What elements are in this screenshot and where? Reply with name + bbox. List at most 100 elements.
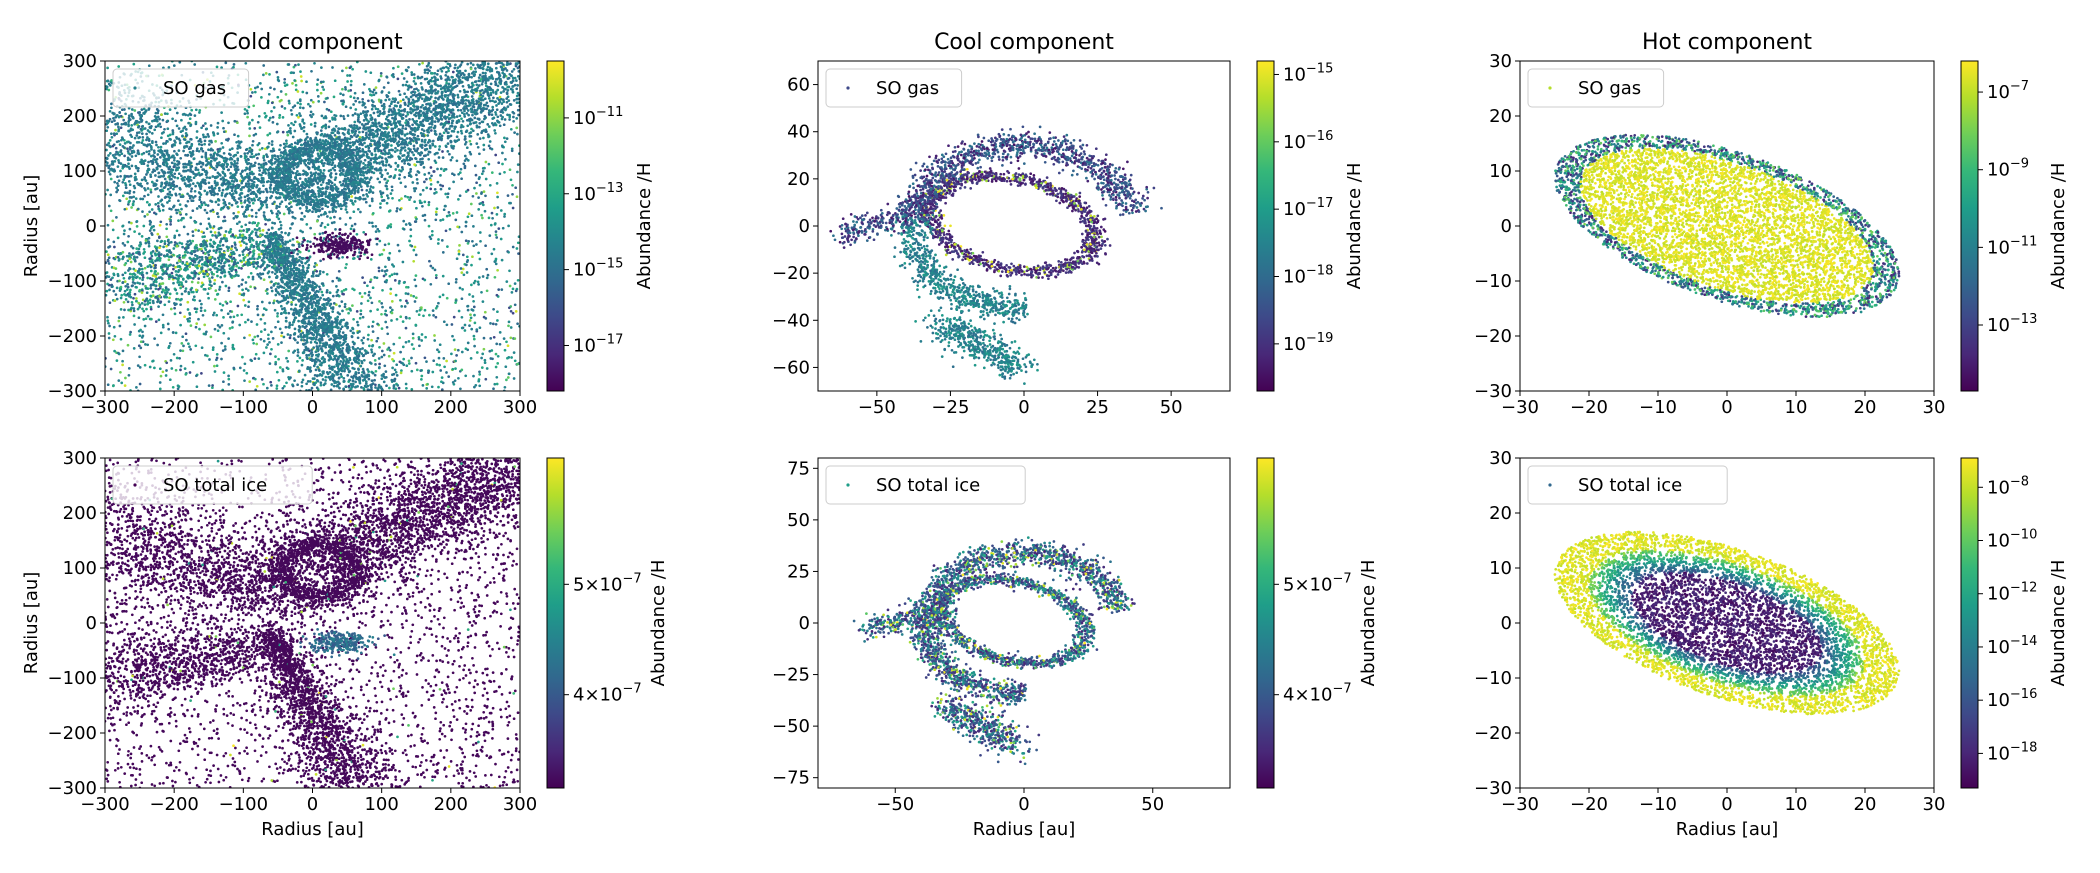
data-point — [418, 62, 421, 66]
data-point — [391, 148, 394, 152]
data-point — [414, 111, 418, 115]
data-point — [478, 103, 482, 107]
data-point — [490, 67, 494, 71]
data-point — [385, 94, 389, 97]
data-point — [178, 141, 182, 145]
data-point — [489, 93, 493, 97]
data-point — [167, 327, 171, 331]
data-point — [262, 64, 266, 67]
data-point — [417, 313, 421, 317]
data-point — [462, 88, 466, 92]
data-point — [502, 100, 506, 104]
data-point — [358, 130, 361, 134]
data-point — [499, 110, 503, 114]
data-point — [448, 98, 452, 102]
data-point — [417, 116, 421, 120]
data-point — [505, 92, 509, 96]
data-point — [466, 242, 470, 245]
data-point — [146, 343, 150, 347]
data-point — [418, 308, 422, 312]
data-point — [319, 383, 323, 387]
data-point — [508, 118, 511, 121]
data-point — [274, 325, 277, 329]
data-point — [220, 324, 224, 327]
data-point — [432, 170, 436, 173]
data-point — [113, 334, 117, 338]
data-point — [453, 66, 457, 70]
data-point — [344, 223, 348, 226]
data-point — [196, 168, 200, 172]
data-point — [467, 83, 470, 87]
data-point — [445, 296, 449, 300]
data-point — [471, 255, 474, 259]
data-point — [502, 90, 505, 93]
data-point — [299, 114, 302, 118]
data-point — [296, 101, 300, 105]
data-point — [195, 322, 199, 325]
data-point — [502, 337, 506, 340]
data-point — [372, 139, 376, 143]
data-point — [503, 215, 506, 218]
data-point — [390, 308, 394, 312]
data-point — [132, 296, 135, 300]
data-point — [446, 195, 450, 199]
data-point — [188, 117, 192, 121]
data-point — [141, 139, 145, 142]
data-point — [391, 357, 394, 361]
data-point — [506, 105, 510, 108]
data-point — [517, 252, 520, 255]
data-point — [429, 121, 433, 125]
data-point — [305, 80, 308, 84]
data-point — [407, 147, 410, 150]
data-point — [434, 110, 437, 114]
data-point — [271, 121, 275, 124]
data-point — [418, 160, 421, 164]
data-point — [477, 76, 481, 79]
data-point — [462, 273, 466, 277]
data-point — [346, 114, 350, 117]
data-point — [227, 374, 230, 378]
data-point — [352, 342, 356, 346]
data-point — [425, 360, 428, 363]
data-point — [440, 94, 444, 97]
data-point — [385, 115, 389, 119]
data-point — [183, 367, 187, 370]
data-point — [203, 208, 207, 212]
data-point — [445, 371, 448, 374]
data-point — [431, 143, 435, 147]
data-point — [298, 177, 302, 180]
data-point — [285, 356, 288, 360]
data-point — [385, 181, 388, 185]
data-point — [321, 207, 324, 211]
data-point — [265, 386, 269, 390]
data-point — [408, 316, 411, 320]
data-point — [176, 384, 180, 388]
data-point — [449, 158, 453, 162]
data-point — [105, 87, 108, 91]
data-point — [126, 203, 130, 206]
data-point — [390, 185, 394, 189]
data-point — [464, 130, 468, 134]
data-point — [359, 210, 362, 214]
data-point — [248, 236, 251, 239]
data-point — [486, 78, 490, 82]
data-point — [384, 168, 388, 172]
data-point — [406, 151, 410, 155]
data-point — [376, 227, 380, 231]
data-point — [285, 139, 288, 143]
data-point — [211, 348, 215, 352]
data-point — [392, 265, 396, 268]
data-point — [423, 356, 427, 360]
data-point — [299, 102, 302, 106]
data-point — [236, 134, 240, 138]
data-point — [429, 264, 433, 268]
data-point — [500, 66, 504, 69]
data-point — [276, 343, 280, 346]
data-point — [257, 114, 261, 118]
data-point — [364, 70, 368, 73]
data-point — [475, 83, 479, 87]
data-point — [369, 258, 373, 261]
data-point — [399, 181, 403, 185]
data-point — [215, 356, 219, 360]
data-point — [423, 138, 427, 142]
